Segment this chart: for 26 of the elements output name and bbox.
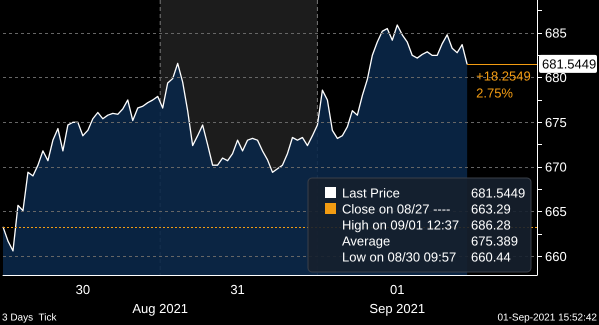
- legend-label: Close on 08/27 ----: [342, 202, 450, 216]
- y-tick-label: 675: [545, 114, 567, 130]
- text: 681.5449: [471, 186, 526, 200]
- y-tick-label: 660: [545, 248, 567, 264]
- legend-label: Last Price: [342, 186, 400, 200]
- ref-line-label: 681.5449: [542, 56, 596, 72]
- y-tick-label: 685: [545, 26, 567, 41]
- y-tick-label: 670: [545, 159, 567, 174]
- text: Sep 2021: [369, 301, 426, 316]
- annotation: 660.44: [471, 250, 511, 264]
- text: Aug 2021: [132, 301, 188, 316]
- annotation: Low on 08/30 09:57: [342, 250, 456, 264]
- annotation: 663.29: [471, 202, 511, 216]
- annotation: 675.389: [471, 234, 518, 248]
- annotation: 2.75%: [476, 85, 514, 100]
- x-tick-label: 30: [76, 282, 90, 297]
- text: 01-Sep-2021 15:52:42: [497, 312, 598, 324]
- annotation: High on 09/01 12:37: [342, 218, 460, 232]
- annotation: 686.28: [471, 218, 511, 232]
- annotation: Average: [342, 234, 390, 248]
- y-tick-label: 680: [545, 70, 567, 86]
- annotation: +18.2549: [476, 68, 531, 84]
- text: 3 Days Tick: [2, 312, 58, 324]
- x-tick-label: 31: [230, 282, 245, 297]
- y-tick-label: 665: [545, 204, 567, 220]
- x-tick-label: 01: [390, 282, 404, 297]
